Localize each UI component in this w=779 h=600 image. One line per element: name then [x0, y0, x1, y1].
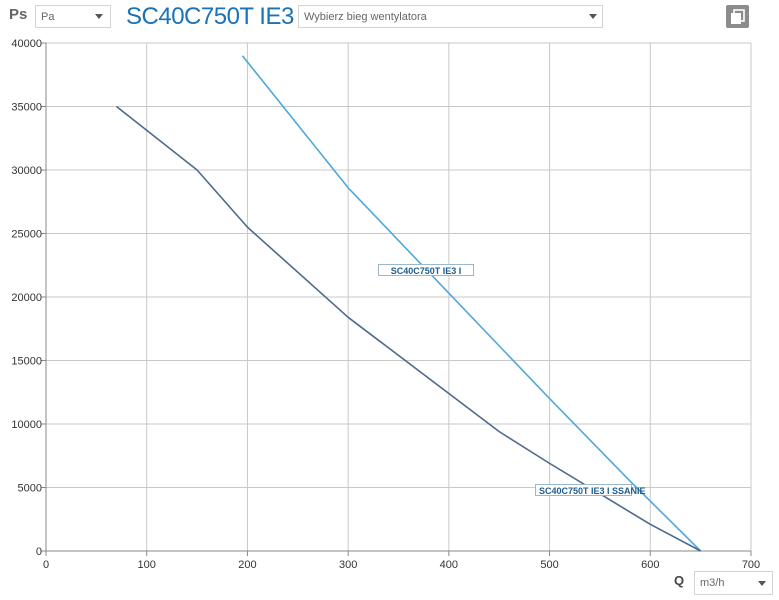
copy-button[interactable] [726, 5, 749, 28]
x-tick-label: 600 [641, 559, 659, 571]
product-title: SC40C750T IE3 [126, 3, 294, 30]
copy-icon [731, 9, 745, 24]
flow-axis-label: Q [674, 573, 685, 588]
x-tick-label: 400 [440, 559, 458, 571]
y-tick-label: 40000 [11, 38, 42, 50]
x-tick-label: 700 [742, 559, 760, 571]
x-tick-label: 500 [540, 559, 558, 571]
x-tick-label: 100 [138, 559, 156, 571]
series-line [116, 105, 702, 552]
series-line [241, 55, 702, 552]
pressure-unit-value: Pa [41, 10, 55, 23]
x-tick-label: 300 [339, 559, 357, 571]
x-tick-label: 0 [43, 559, 49, 571]
y-tick-label: 20000 [11, 292, 42, 304]
chart-grid [45, 42, 752, 552]
pressure-unit-select[interactable]: Pa [35, 5, 111, 28]
chevron-down-icon [95, 14, 103, 19]
fan-speed-select[interactable]: Wybierz bieg wentylatora [298, 5, 603, 28]
chart-series [116, 55, 702, 552]
y-tick-label: 15000 [11, 356, 42, 368]
chart-axes: 0 100 200 300 400 500 600 700 0 5000 10000 15000 200… [11, 38, 760, 571]
y-tick-label: 35000 [11, 102, 42, 114]
x-tick-label: 200 [238, 559, 256, 571]
flow-unit-select[interactable]: m3/h [694, 571, 773, 595]
chart-header: Ps Pa SC40C750T IE3 Wybierz bieg wentyla… [0, 0, 779, 34]
series-label: SC40C750T IE3 I SSANIE [535, 484, 646, 496]
y-tick-label: 5000 [18, 483, 42, 495]
fan-speed-placeholder: Wybierz bieg wentylatora [304, 10, 427, 23]
chevron-down-icon [758, 581, 766, 586]
chevron-down-icon [589, 14, 597, 19]
y-tick-label: 10000 [11, 419, 42, 431]
y-tick-label: 0 [36, 546, 42, 558]
pressure-axis-label: Ps [9, 6, 28, 23]
series-label: SC40C750T IE3 I [378, 264, 474, 276]
y-tick-label: 30000 [11, 165, 42, 177]
flow-unit-value: m3/h [700, 577, 725, 589]
y-tick-label: 25000 [11, 229, 42, 241]
